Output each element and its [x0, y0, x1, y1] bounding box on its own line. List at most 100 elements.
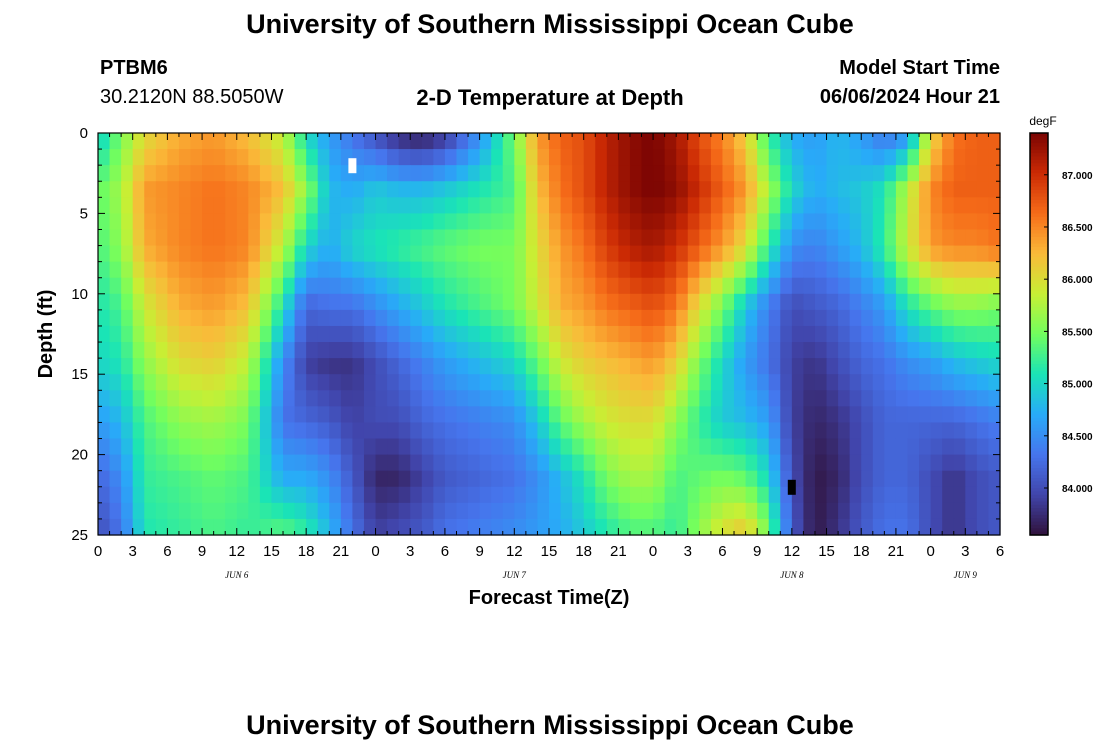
heatmap-cell: [629, 309, 643, 327]
heatmap-cell: [572, 309, 585, 327]
model-start-label: Model Start Time: [839, 57, 1000, 79]
heatmap-cell: [838, 358, 851, 375]
heatmap-cell: [791, 374, 805, 391]
heatmap-cell: [606, 165, 619, 182]
heatmap-cell: [583, 406, 596, 424]
heatmap-cell: [502, 518, 515, 536]
heatmap-cell: [687, 197, 700, 214]
heatmap-cell: [294, 518, 307, 536]
heatmap-cell: [398, 213, 411, 231]
heatmap-cell: [317, 309, 330, 327]
heatmap-cell: [803, 390, 816, 407]
heatmap-cell: [317, 245, 330, 263]
heatmap-cell: [225, 309, 238, 327]
heatmap-cell: [930, 165, 943, 182]
heatmap-cell: [560, 213, 573, 231]
heatmap-cell: [398, 149, 411, 166]
heatmap-cell: [433, 277, 446, 295]
colorbar-segment: [1030, 317, 1048, 322]
missing-data-cells: [348, 158, 796, 495]
heatmap-cell: [560, 325, 573, 343]
heatmap-cell: [167, 438, 180, 456]
heatmap-cell: [549, 133, 562, 150]
heatmap-cell: [363, 518, 377, 536]
heatmap-cell: [583, 502, 596, 520]
heatmap-cell: [410, 133, 423, 150]
heatmap-cell: [549, 325, 562, 343]
heatmap-cell: [861, 486, 874, 504]
heatmap-cell: [895, 149, 909, 166]
heatmap-cell: [410, 358, 423, 375]
heatmap-cell: [525, 470, 539, 488]
heatmap-cell: [468, 245, 481, 263]
station-id: PTBM6: [100, 57, 168, 79]
heatmap-cell: [653, 454, 666, 472]
heatmap-cell: [606, 438, 619, 456]
heatmap-cell: [306, 245, 319, 263]
colorbar-segment: [1030, 297, 1048, 302]
heatmap-cell: [814, 149, 828, 166]
heatmap-cell: [595, 245, 608, 263]
heatmap-cell: [352, 454, 365, 472]
heatmap-cell: [780, 245, 793, 263]
heatmap-cell: [225, 165, 238, 182]
heatmap-cell: [976, 325, 990, 343]
heatmap-cell: [352, 325, 365, 343]
heatmap-cell: [317, 502, 330, 520]
heatmap-cell: [930, 197, 943, 214]
heatmap-cell: [976, 486, 990, 504]
heatmap-cell: [653, 213, 666, 231]
heatmap-cell: [884, 213, 897, 231]
heatmap-cell: [664, 342, 677, 359]
heatmap-cell: [363, 181, 377, 198]
heatmap-cell: [433, 454, 446, 472]
y-tick-label: 5: [80, 205, 88, 222]
heatmap-cell: [178, 502, 192, 520]
heatmap-cell: [491, 245, 504, 263]
heatmap-cell: [352, 213, 365, 231]
heatmap-cell: [514, 325, 527, 343]
heatmap-cell: [699, 422, 712, 440]
heatmap-cell: [190, 149, 203, 166]
heatmap-cell: [618, 229, 631, 247]
heatmap-cell: [965, 261, 978, 279]
heatmap-cell: [710, 229, 724, 247]
heatmap-cell: [537, 133, 550, 150]
heatmap-cell: [780, 213, 793, 231]
heatmap-cell: [907, 454, 920, 472]
heatmap-cell: [838, 438, 851, 456]
heatmap-cell: [872, 165, 885, 182]
heatmap-cell: [595, 470, 608, 488]
heatmap-cell: [444, 149, 458, 166]
colorbar-segment: [1030, 307, 1048, 312]
heatmap-cell: [132, 406, 145, 424]
heatmap-cell: [653, 502, 666, 520]
heatmap-cell: [167, 229, 180, 247]
heatmap-cell: [98, 277, 111, 295]
heatmap-cell: [468, 165, 481, 182]
heatmap-cell: [919, 486, 932, 504]
heatmap-cell: [283, 181, 296, 198]
colorbar-segment: [1030, 203, 1048, 208]
heatmap-cell: [514, 406, 527, 424]
heatmap-cell: [722, 149, 735, 166]
heatmap-cell: [317, 181, 330, 198]
heatmap-cell: [213, 406, 226, 424]
heatmap-cell: [606, 293, 619, 311]
heatmap-cell: [976, 502, 990, 520]
heatmap-cell: [606, 213, 619, 231]
heatmap-cell: [294, 374, 307, 391]
colorbar-segment: [1030, 233, 1048, 238]
heatmap-cell: [109, 470, 122, 488]
heatmap-cell: [780, 309, 793, 327]
colorbar-segment: [1030, 407, 1048, 412]
heatmap-cell: [734, 277, 747, 295]
heatmap-cell: [178, 342, 192, 359]
heatmap-cell: [664, 213, 677, 231]
heatmap-cell: [930, 149, 943, 166]
heatmap-cell: [514, 309, 527, 327]
heatmap-cell: [421, 181, 434, 198]
heatmap-cell: [502, 374, 515, 391]
heatmap-cell: [849, 261, 862, 279]
heatmap-cell: [329, 358, 342, 375]
